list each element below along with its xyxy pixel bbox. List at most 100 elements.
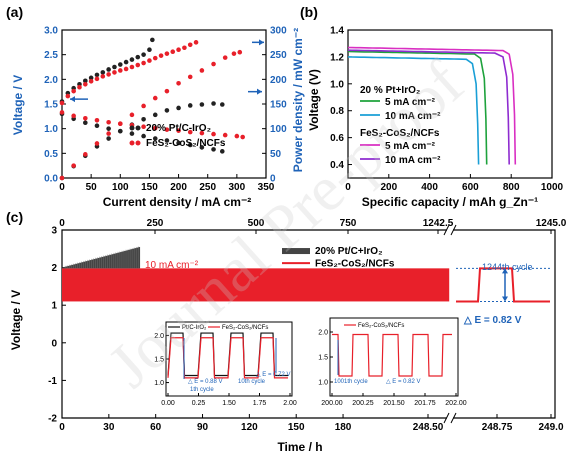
panel-a-point [141,103,146,109]
panel-c-inset2-xtick-label: 202.00 [445,400,467,407]
panel-c-zoom-cycle [456,267,550,303]
panel-c-inset2-note: 1001th cycle [334,379,368,385]
panel-c-inset2-legend-label: FeS₂-CoS₂/NCFs [358,323,404,329]
panel-a-point [77,84,82,90]
panel-a-arrow-right-head [257,88,262,95]
panel-c-inset2-note: △ E = 0.82 V [386,379,420,385]
panel-c-top-tick-label: 1245.0 [536,218,567,229]
panel-c-break-mark [450,224,457,236]
panel-b-ylabel: Voltage (V) [307,69,321,131]
panel-c-frame-right [453,229,556,419]
panel-c-inset1-legend-label: Pt/C-IrO₂ [182,325,207,331]
panel-c-legend-label: FeS₂-CoS₂/NCFs [315,259,395,270]
panel-a-arrow-left-head [70,96,75,103]
panel-b-ytick-label: 0.6 [330,133,344,144]
panel-c-inset1-legend-label: FeS₂-CoS₂/NCFs [222,325,268,331]
panel-c-ytick-label: -2 [48,414,57,425]
panel-c-xtick-label: 90 [197,422,209,433]
panel-c-cycle-delta: △ E = 0.82 V [463,315,522,326]
panel-c-inset1-note: 1th cycle [190,387,214,393]
panel-a-point [211,61,216,67]
panel-a-point [150,37,155,43]
panel-c-xtick-label: 150 [288,422,305,433]
panel-a-point [222,132,228,138]
panel-c-xtick-label: 60 [150,422,162,433]
panel-a-point [211,147,216,152]
panel-a-point [123,59,129,65]
panel-b-legend-label: 5 mA cm⁻² [385,97,436,108]
panel-a-point [106,72,111,77]
panel-b-xtick-label: 400 [421,182,438,193]
panel-b-ytick-label: 1.2 [330,52,344,63]
panel-a-xtick-label: 200 [170,182,187,193]
panel-a-point [170,49,176,55]
panel-a-point [164,51,170,56]
panel-c-cycle-label: 1244th cycle [482,262,533,272]
panel-a-point [135,62,141,68]
panel-a-point [129,64,135,70]
panel-a-point [100,70,106,75]
panel-c-band-fes2 [62,268,450,302]
panel-c-inset2-ytick-label: 1.5 [318,355,328,362]
panel-a-point [222,55,228,60]
panel-label-b: (b) [300,4,318,20]
panel-a-xtick-label: 250 [199,182,216,193]
panel-a-point [94,72,100,78]
panel-c-inset1-xtick-label: 2.00 [283,400,297,407]
panel-a-point [176,47,181,53]
panel-a-point [106,131,111,136]
panel-c-inset1-ytick-label: 1.0 [154,380,164,387]
panel-c-xtick-label: 180 [335,422,352,433]
panel-a-ytick-label-right: 200 [270,75,287,86]
panel-a-point [141,52,146,57]
panel-a-point [94,76,100,82]
panel-a-ytick-label-right: 100 [270,124,287,135]
panel-a-point [199,102,205,107]
panel-a-point [187,74,193,80]
panel-c-inset2-ytick-label: 2.0 [318,330,328,337]
panel-c-inset1-note: △ E = 0.88 V [188,379,222,385]
panel-a-xtick-label: 0 [59,182,65,193]
panel-a-point [94,141,100,146]
panel-c-inset1-xtick-label: 0.25 [192,400,206,407]
panel-label-c: (c) [6,209,23,225]
panel-b-chart: 0 200 400 600 800 1000 0.4 0.6 0.8 1.0 1.2 1.4 5 mA … [330,26,563,194]
panel-a-point [176,80,181,86]
panel-a-ytick-label-right: 50 [270,149,282,160]
panel-a-point [193,40,199,45]
panel-a-xtick-label: 50 [86,182,98,193]
panel-b-ytick-label: 1.0 [330,79,344,90]
panel-b-legend-label: 10 mA cm⁻² [385,155,441,166]
panel-a-point [129,131,135,136]
panel-c-inset1-xtick-label: 1.50 [222,400,236,407]
panel-b-curve [347,56,480,165]
panel-c-zoom-arrowhead [502,268,508,274]
panel-b-curve [347,49,510,165]
panel-a-point [106,126,111,131]
panel-a-point [129,112,135,118]
panel-a-xtick-label: 100 [112,182,129,193]
panel-a-point [164,127,170,132]
panel-c-inset1-ytick-label: 1.5 [154,357,164,364]
panel-a-point [100,74,106,79]
panel-c-ylabel: Voltage / V [9,290,23,350]
panel-b-curve [347,50,488,165]
panel-c-legend-swatch [282,248,310,255]
panel-c-xlabel: Time / h [277,440,322,454]
panel-a-point [158,53,164,58]
panel-c-inset2-xtick-label: 201.75 [414,400,436,407]
panel-c-top-tick-label: 250 [147,218,164,229]
panel-a-point [231,51,237,56]
panel-a-point [106,119,111,125]
panel-a-legend-marker [129,140,135,146]
panel-a-point [187,142,193,148]
panel-a-point [199,145,205,150]
panel-c-xtick-label: 0 [59,422,65,433]
panel-a-ytick-label-left: 1.0 [44,124,58,135]
panel-b-legend-header-1: 20 % Pt+IrO₂ [360,85,420,96]
panel-a-point [71,163,76,168]
panel-a-ytick-label-left: 0.5 [44,149,58,160]
panel-c-break-mark [443,224,450,236]
panel-a-point [147,47,152,53]
panel-a-point [199,130,205,136]
